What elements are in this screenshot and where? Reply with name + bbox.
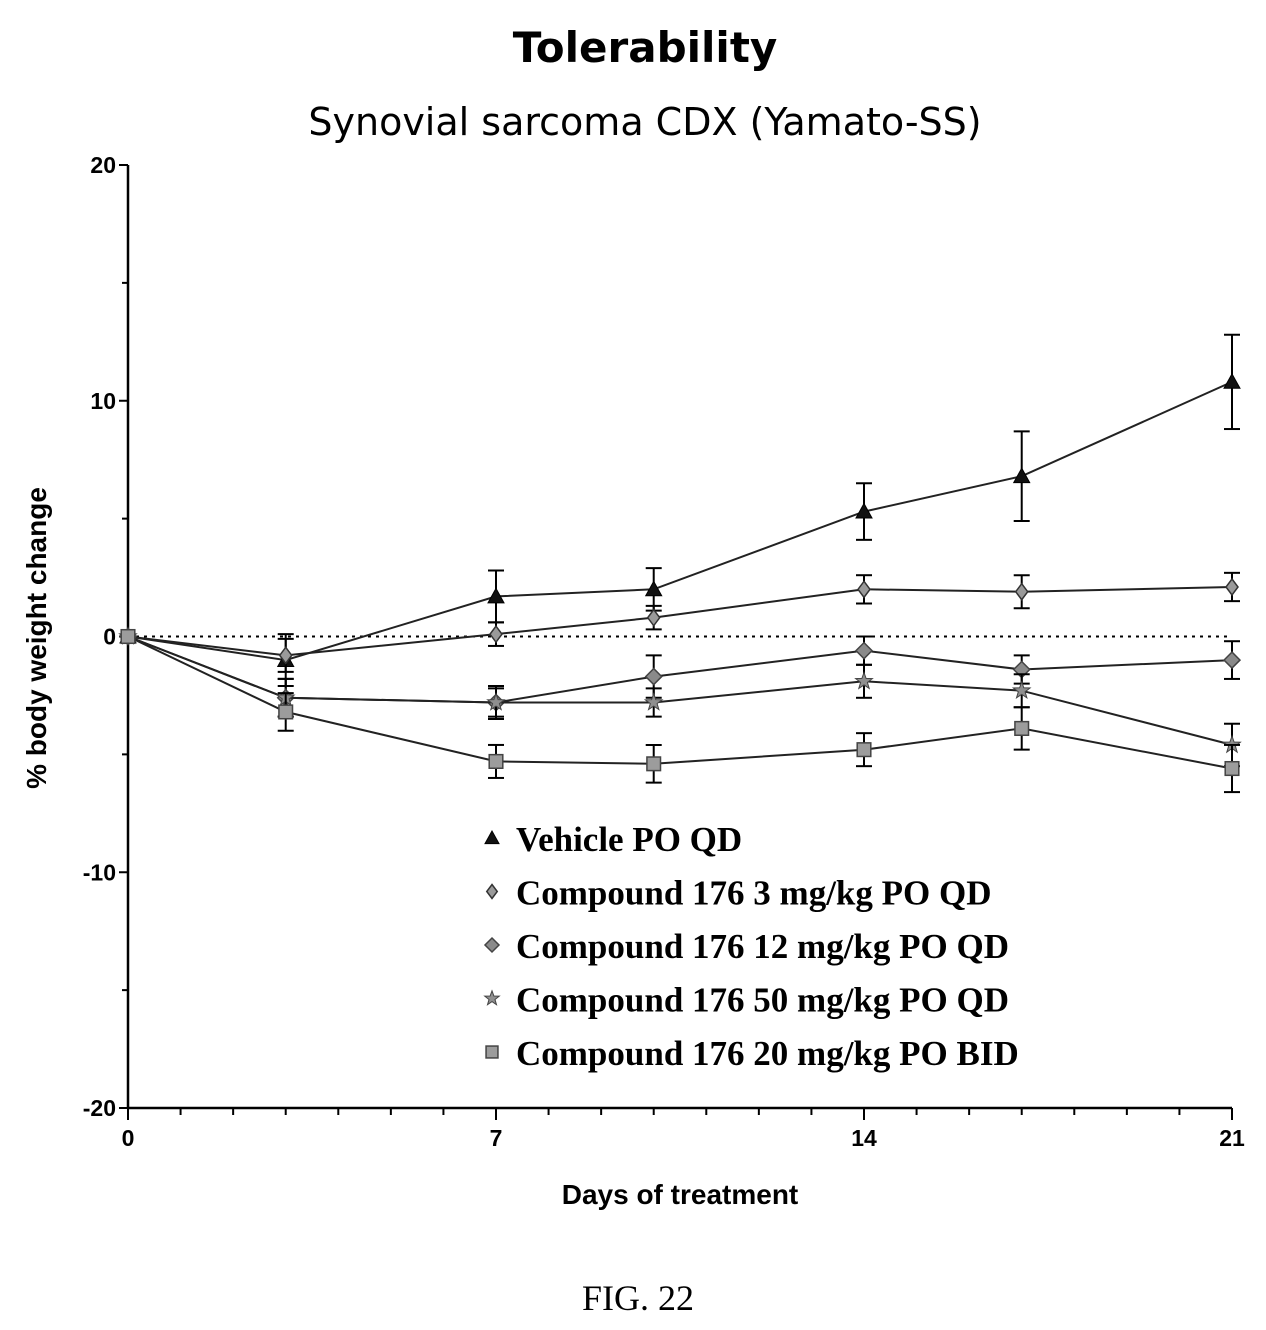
y-tick-label: -10 [83,859,116,885]
x-tick-label: 7 [490,1125,503,1151]
legend-entry-label: Compound 176 3 mg/kg PO QD [516,874,992,913]
series-4 [118,626,1242,768]
y-tick-label: -20 [83,1095,116,1121]
x-tick-label: 21 [1219,1125,1245,1151]
data-point [278,704,294,720]
chart-subtitle: Synovial sarcoma CDX (Yamato-SS) [308,100,981,144]
data-point [1012,467,1031,484]
data-point [488,753,504,769]
x-tick-label: 0 [122,1125,135,1151]
data-point [644,667,663,686]
series-line [127,586,1233,657]
data-point [278,646,293,665]
data-point [1222,651,1242,670]
series-5 [120,628,1240,794]
figure-caption: FIG. 22 [582,1278,694,1318]
legend-marker [484,829,500,845]
legend-entry-label: Compound 176 20 mg/kg PO BID [516,1034,1019,1073]
data-point [1014,720,1030,736]
data-point [646,608,661,627]
data-point [489,624,503,644]
chart-title: Tolerability [513,23,778,72]
data-point [1224,760,1240,777]
series-2 [121,571,1240,673]
data-point [856,742,872,758]
legend-marker [483,936,501,954]
series-line [127,380,1233,662]
series-1 [119,333,1241,688]
legend-entry-label: Vehicle PO QD [516,820,742,859]
y-axis-title: % body weight change [21,487,52,789]
data-point [120,628,136,645]
y-tick-label: 20 [90,152,116,178]
data-point [1223,372,1241,389]
series-line [127,635,1233,746]
data-point [486,692,506,711]
data-point [857,580,871,599]
data-point [487,587,505,604]
legend-marker [485,883,499,900]
legend-marker [485,1045,499,1059]
data-point [854,671,874,690]
legend-entry-label: Compound 176 12 mg/kg PO QD [516,927,1009,966]
data-point [855,502,873,519]
y-tick-label: 10 [90,388,116,414]
legend: Vehicle PO QD Compound 176 3 mg/kg PO QD C… [483,820,1019,1073]
data-point [1011,680,1032,699]
data-point [1014,582,1029,601]
y-tick-label: 0 [103,624,116,650]
x-tick-label: 14 [851,1125,877,1151]
data-point [643,692,664,711]
data-point [854,641,874,660]
x-axis-title: Days of treatment [562,1179,799,1210]
data-point [646,756,662,772]
data-point [644,580,663,597]
legend-entry-label: Compound 176 50 mg/kg PO QD [516,981,1009,1020]
data-point [1225,577,1239,597]
legend-marker [483,989,501,1006]
